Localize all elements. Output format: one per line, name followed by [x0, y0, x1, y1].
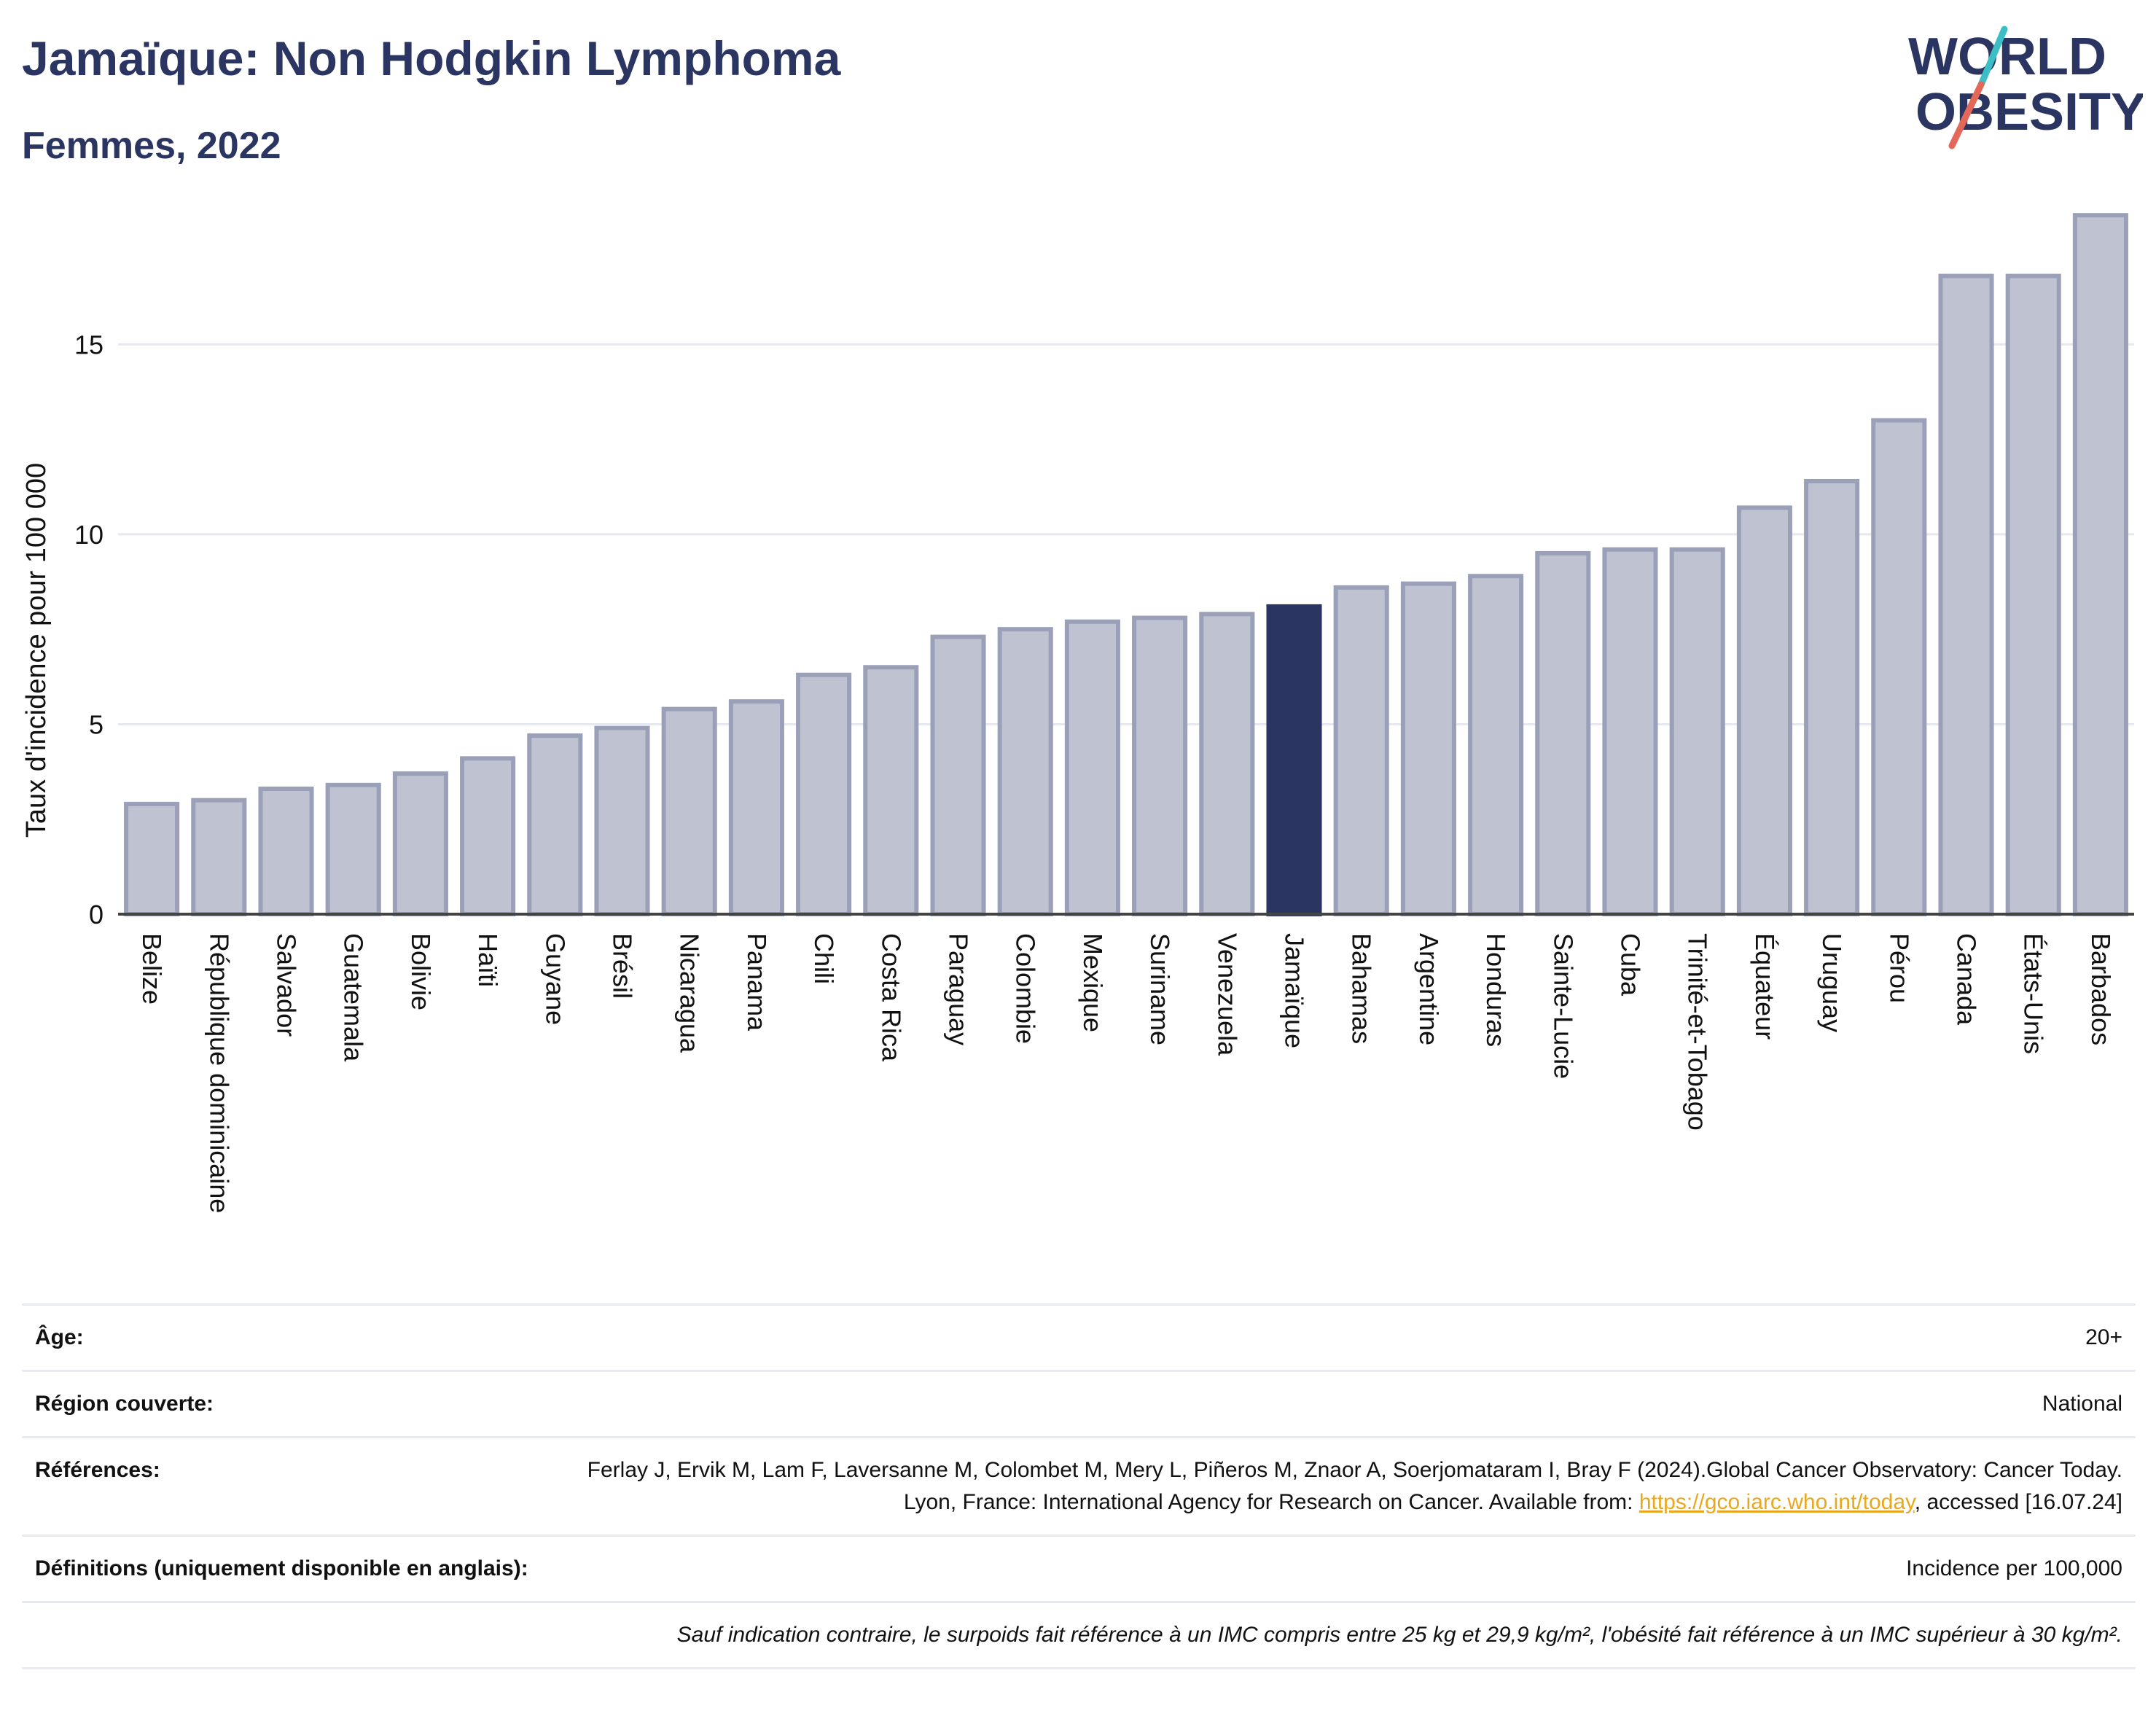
x-tick-label: Honduras — [1481, 933, 1511, 1047]
references-value: Ferlay J, Ervik M, Lam F, Laversanne M, … — [555, 1454, 2122, 1518]
x-axis-labels: Belize République dominicaine Salvador Guat… — [137, 933, 2116, 1213]
x-tick-label: Sainte-Lucie — [1548, 933, 1578, 1079]
x-tick-label: Venezuela — [1212, 933, 1242, 1056]
references-link[interactable]: https://gco.iarc.who.int/today — [1639, 1490, 1915, 1514]
x-tick-label: Colombie — [1011, 933, 1041, 1044]
x-tick-label: Canada — [1952, 933, 1982, 1026]
definitions-label: Définitions (uniquement disponible en an… — [35, 1556, 528, 1580]
info-row-region: Région couverte: National — [22, 1370, 2136, 1436]
bar-guatemala — [325, 782, 381, 916]
age-label: Âge: — [35, 1325, 84, 1349]
logo-line1: WORLD — [1908, 28, 2106, 86]
x-tick-label: Salvador — [272, 933, 302, 1037]
x-tick-label: République dominicaine — [204, 933, 234, 1213]
bar-canada — [1938, 273, 1994, 916]
bar-cuba — [1602, 547, 1658, 916]
region-label: Région couverte: — [35, 1392, 214, 1416]
bar-chili — [796, 672, 852, 916]
page-title: Jamaïque: Non Hodgkin Lymphoma — [22, 31, 841, 85]
x-tick-label: Paraguay — [944, 933, 974, 1045]
y-tick-label: 0 — [89, 900, 103, 929]
info-row-references: Références: Ferlay J, Ervik M, Lam F, La… — [22, 1436, 2136, 1535]
info-row-definitions: Définitions (uniquement disponible en an… — [22, 1535, 2136, 1601]
bar-jamaïque — [1266, 604, 1322, 916]
info-table: Âge: 20+ Région couverte: National Référ… — [22, 1303, 2136, 1669]
bar-trinité-et-tobago — [1669, 547, 1725, 916]
bar-colombie — [997, 627, 1053, 917]
x-tick-label: Jamaïque — [1280, 933, 1310, 1048]
bar-brésil — [594, 725, 650, 917]
y-tick-label: 10 — [74, 520, 103, 550]
x-tick-label: Équateur — [1750, 933, 1780, 1040]
logo-slash-red — [1948, 81, 1985, 149]
references-text-2: , accessed [16.07.24] — [1914, 1490, 2122, 1514]
x-tick-label: Panama — [742, 933, 772, 1032]
bar-costa-rica — [863, 665, 919, 916]
x-tick-label: Suriname — [1145, 933, 1175, 1045]
chart-gridlines — [118, 343, 2134, 725]
bar-guyane — [527, 733, 583, 917]
references-text-1: Ferlay J, Ervik M, Lam F, Laversanne M, … — [587, 1458, 2122, 1514]
bar-venezuela — [1199, 612, 1255, 916]
x-tick-label: États-Unis — [2019, 933, 2049, 1054]
y-axis-ticks: 0 5 10 15 — [74, 330, 103, 929]
bar-équateur — [1736, 505, 1792, 916]
x-tick-label: Guatemala — [339, 933, 369, 1062]
x-tick-label: Argentine — [1414, 933, 1444, 1045]
x-tick-label: Guyane — [540, 933, 570, 1025]
x-tick-label: Belize — [137, 933, 167, 1005]
bar-bolivie — [392, 771, 448, 916]
bar-haïti — [460, 756, 516, 917]
footnote: Sauf indication contraire, le surpoids f… — [676, 1623, 2122, 1647]
info-row-note: Sauf indication contraire, le surpoids f… — [22, 1601, 2136, 1669]
age-value: 20+ — [2085, 1325, 2122, 1349]
bars — [124, 213, 2128, 917]
bar-panama — [728, 699, 784, 916]
bar-sainte-lucie — [1535, 550, 1591, 916]
bar-suriname — [1132, 615, 1188, 916]
bar-paraguay — [930, 634, 986, 917]
x-tick-label: Barbados — [2086, 933, 2116, 1045]
x-tick-label: Chili — [809, 933, 839, 984]
bar-nicaragua — [661, 706, 717, 916]
x-tick-label: Nicaragua — [675, 933, 705, 1053]
page-subtitle: Femmes, 2022 — [22, 125, 281, 167]
y-axis-label: Taux d'incidence pour 100 000 — [21, 463, 52, 838]
bar-argentine — [1400, 581, 1456, 917]
bar-bahamas — [1333, 585, 1389, 917]
x-tick-label: Bolivie — [406, 933, 436, 1010]
x-tick-label: Uruguay — [1817, 933, 1847, 1032]
y-tick-label: 15 — [74, 330, 103, 359]
bar-salvador — [258, 787, 314, 916]
x-tick-label: Cuba — [1616, 933, 1646, 997]
y-tick-label: 5 — [89, 709, 103, 739]
logo-line2: OBESITY — [1915, 83, 2143, 141]
bar-états-unis — [2005, 273, 2061, 916]
bar-barbados — [2072, 213, 2128, 916]
bar-belize — [124, 801, 180, 916]
bar-chart: 0 5 10 15 Taux d'incidence pour 100 000 Bel… — [21, 213, 2134, 1213]
bar-honduras — [1468, 574, 1524, 917]
bar-pérou — [1871, 418, 1927, 916]
x-tick-label: Haïti — [473, 933, 503, 987]
x-tick-label: Brésil — [608, 933, 638, 999]
bar-mexique — [1064, 619, 1120, 916]
info-row-age: Âge: 20+ — [22, 1303, 2136, 1370]
bar-république-dominicaine — [191, 798, 247, 916]
x-tick-label: Pérou — [1884, 933, 1914, 1003]
region-value: National — [2042, 1392, 2122, 1416]
world-obesity-logo: WORLD OBESITY — [1908, 26, 2143, 149]
logo-slash-teal — [1977, 26, 2008, 88]
x-tick-label: Trinité-et-Tobago — [1683, 933, 1713, 1131]
bar-uruguay — [1804, 478, 1860, 916]
definitions-value: Incidence per 100,000 — [1906, 1556, 2122, 1580]
x-tick-label: Bahamas — [1347, 933, 1377, 1044]
x-tick-label: Costa Rica — [876, 933, 906, 1062]
references-label: Références: — [35, 1458, 160, 1482]
x-tick-label: Mexique — [1078, 933, 1108, 1032]
